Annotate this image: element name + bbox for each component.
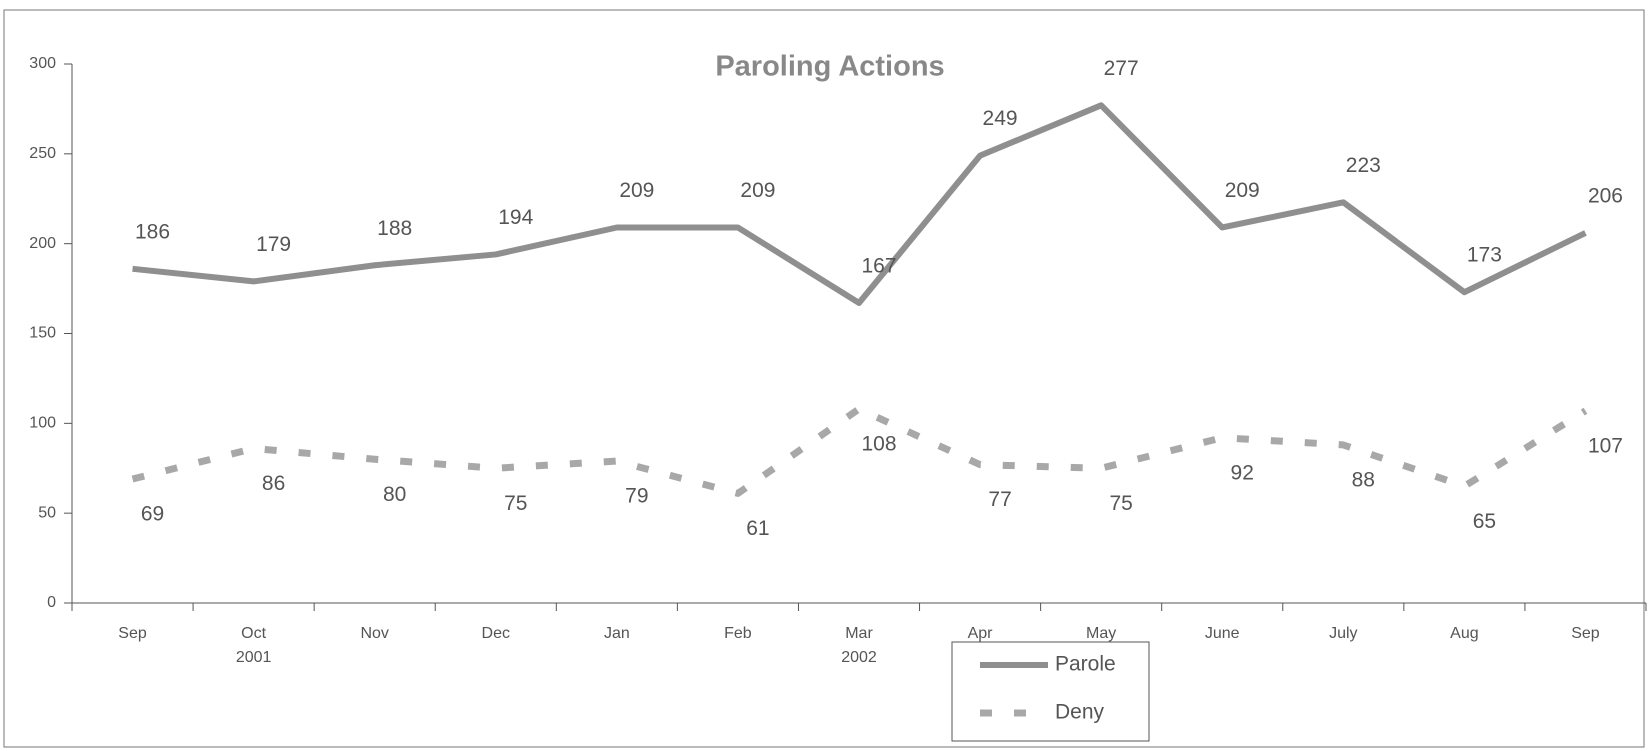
x-tick-label: Apr — [968, 625, 994, 642]
data-label: 209 — [619, 179, 654, 202]
x-tick-label: Sep — [1571, 625, 1600, 642]
data-label: 80 — [383, 483, 406, 506]
y-tick-label: 0 — [47, 594, 56, 611]
legend-label: Parole — [1055, 653, 1116, 676]
data-label: 167 — [861, 255, 896, 278]
data-label: 79 — [625, 485, 648, 508]
x-tick-label: Jan — [604, 625, 630, 642]
data-label: 61 — [746, 517, 769, 540]
data-label: 206 — [1588, 184, 1623, 207]
data-label: 107 — [1588, 434, 1623, 457]
data-label: 277 — [1104, 57, 1139, 80]
x-tick-label: July — [1329, 625, 1357, 642]
x-tick-label: 2001 — [236, 649, 272, 666]
data-label: 77 — [988, 488, 1011, 511]
data-label: 209 — [740, 179, 775, 202]
legend-label: Deny — [1055, 701, 1105, 724]
x-tick-label: Feb — [724, 625, 752, 642]
data-label: 88 — [1352, 468, 1375, 491]
x-tick-label: 2002 — [841, 649, 877, 666]
data-label: 75 — [1109, 492, 1132, 515]
chart-title: Paroling Actions — [715, 51, 944, 83]
data-label: 188 — [377, 217, 412, 240]
x-tick-label: Oct — [241, 625, 266, 642]
y-tick-label: 300 — [29, 55, 56, 72]
y-tick-label: 50 — [38, 504, 56, 521]
data-label: 173 — [1467, 244, 1502, 267]
x-tick-label: Nov — [360, 625, 388, 642]
data-label: 92 — [1231, 461, 1254, 484]
data-label: 179 — [256, 233, 291, 256]
y-tick-label: 250 — [29, 145, 56, 162]
x-tick-label: Mar — [845, 625, 873, 642]
data-label: 223 — [1346, 154, 1381, 177]
data-label: 186 — [135, 220, 170, 243]
x-tick-label: June — [1205, 625, 1240, 642]
data-label: 209 — [1225, 179, 1260, 202]
y-tick-label: 200 — [29, 235, 56, 252]
data-label: 194 — [498, 206, 533, 229]
y-tick-label: 100 — [29, 415, 56, 432]
line-series — [132, 102, 1587, 306]
y-tick-label: 150 — [29, 325, 56, 342]
data-label: 75 — [504, 492, 527, 515]
data-label: 108 — [861, 433, 896, 456]
x-tick-label: Sep — [118, 625, 147, 642]
x-tick-label: May — [1086, 625, 1116, 642]
data-label: 65 — [1473, 510, 1496, 533]
line-series — [131, 405, 1588, 497]
x-tick-label: Aug — [1450, 625, 1478, 642]
data-label: 249 — [983, 107, 1018, 130]
legend — [951, 641, 1150, 742]
frame — [3, 9, 1645, 748]
data-label: 86 — [262, 472, 285, 495]
data-label: 69 — [141, 503, 164, 526]
x-tick-label: Dec — [482, 625, 510, 642]
